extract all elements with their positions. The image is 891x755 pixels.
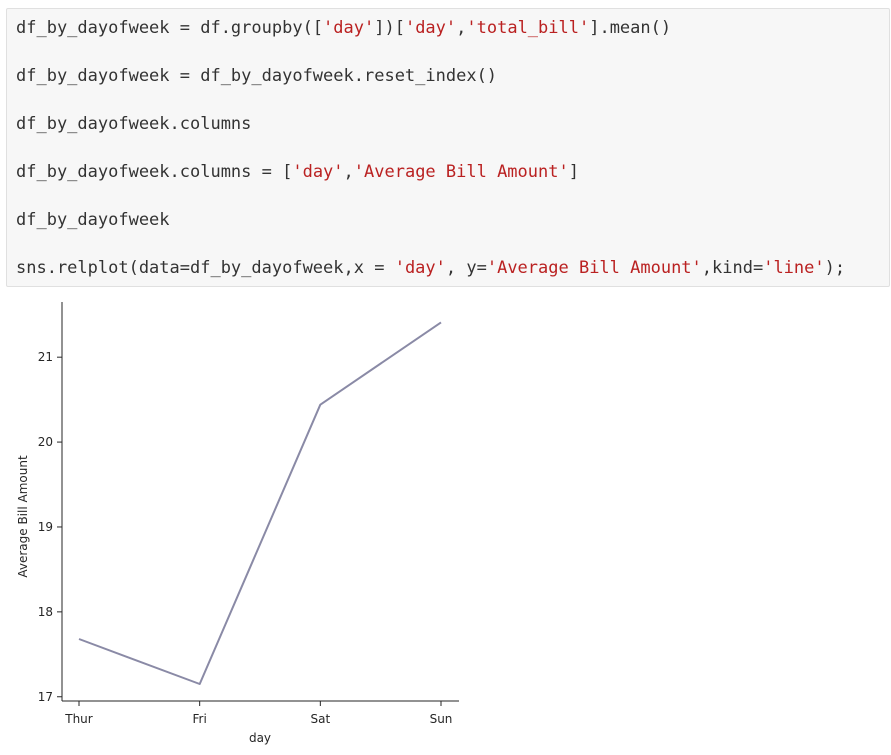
code-string-token: 'day' bbox=[292, 162, 344, 182]
code-token: ] bbox=[568, 162, 579, 182]
y-tick-label: 21 bbox=[38, 350, 53, 364]
code-token: , bbox=[456, 18, 467, 38]
code-string-token: 'Average Bill Amount' bbox=[486, 258, 702, 278]
code-cell[interactable]: df_by_dayofweek = df.groupby(['day'])['d… bbox=[6, 8, 890, 287]
code-line-5: df_by_dayofweek bbox=[16, 208, 170, 232]
code-string-token: 'line' bbox=[763, 258, 825, 278]
code-token: df_by_dayofweek bbox=[16, 210, 170, 230]
x-tick-label: Sun bbox=[430, 712, 453, 726]
x-axis-ticks: Thur Fri Sat Sun bbox=[64, 701, 452, 726]
code-token: ].mean() bbox=[589, 18, 672, 38]
code-line-6: sns.relplot(data=df_by_dayofweek,x = 'da… bbox=[16, 256, 845, 280]
code-line-3: df_by_dayofweek.columns bbox=[16, 112, 251, 136]
code-token: , y= bbox=[445, 258, 487, 278]
x-tick-label: Fri bbox=[193, 712, 207, 726]
code-string-token: 'day' bbox=[394, 258, 446, 278]
series-layer bbox=[78, 321, 442, 685]
line-chart: 17 18 19 20 21 Thur Fri Sat Sun day Average Bil… bbox=[16, 302, 459, 745]
code-token: df_by_dayofweek = df.groupby([ bbox=[16, 18, 324, 38]
y-tick-label: 20 bbox=[38, 435, 53, 449]
x-tick-label: Thur bbox=[64, 712, 93, 726]
y-tick-label: 19 bbox=[38, 520, 53, 534]
code-string-token: 'day' bbox=[404, 18, 457, 38]
code-line-2: df_by_dayofweek = df_by_dayofweek.reset_… bbox=[16, 64, 497, 88]
x-axis-label: day bbox=[249, 731, 271, 745]
code-string-token: 'day' bbox=[323, 18, 375, 38]
code-token: df_by_dayofweek.columns = [ bbox=[16, 162, 293, 182]
y-axis-ticks: 17 18 19 20 21 bbox=[38, 350, 62, 704]
y-axis-label: Average Bill Amount bbox=[16, 455, 30, 578]
series-line bbox=[78, 321, 442, 685]
code-token: ); bbox=[824, 258, 846, 278]
code-token: , bbox=[343, 162, 354, 182]
x-tick-label: Sat bbox=[310, 712, 330, 726]
y-tick-label: 17 bbox=[38, 690, 53, 704]
code-token: ])[ bbox=[374, 18, 405, 38]
code-line-4: df_by_dayofweek.columns = ['day','Averag… bbox=[16, 160, 579, 184]
code-token: sns.relplot(data=df_by_dayofweek,x = bbox=[16, 258, 395, 278]
code-token: df_by_dayofweek = df_by_dayofweek.reset_… bbox=[16, 66, 498, 86]
code-token: df_by_dayofweek.columns bbox=[16, 114, 252, 134]
code-token: ,kind= bbox=[701, 258, 764, 278]
code-line-1: df_by_dayofweek = df.groupby(['day'])['d… bbox=[16, 16, 671, 40]
code-string-token: 'total_bill' bbox=[466, 18, 590, 38]
y-tick-label: 18 bbox=[38, 605, 53, 619]
code-string-token: 'Average Bill Amount' bbox=[353, 162, 569, 182]
cell-output: 17 18 19 20 21 Thur Fri Sat Sun day Average Bil… bbox=[0, 290, 891, 755]
